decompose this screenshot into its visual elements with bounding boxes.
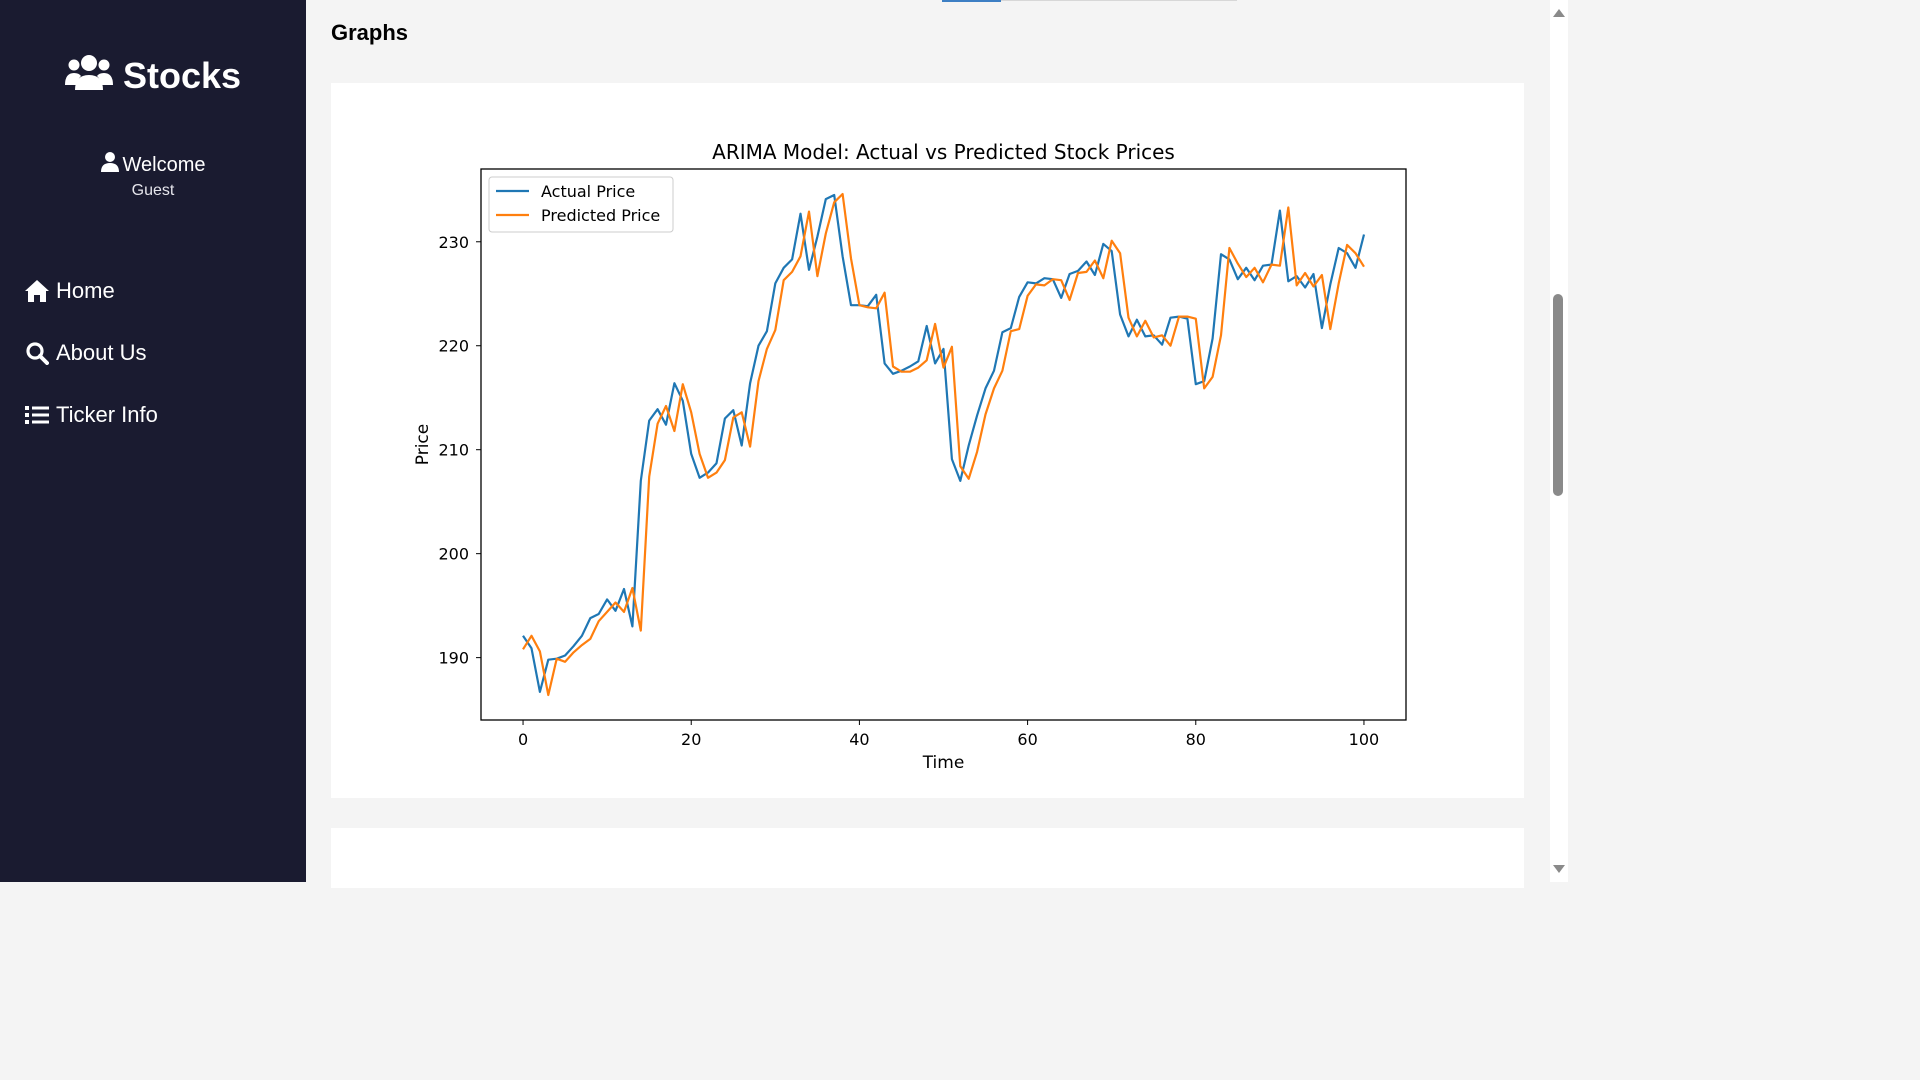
y-tick-label: 210: [438, 441, 469, 460]
legend-label: Actual Price: [541, 182, 635, 201]
brand[interactable]: Stocks: [0, 54, 306, 97]
plot-frame: [480, 168, 1407, 721]
y-tick-label: 190: [438, 649, 469, 668]
chart-title: ARIMA Model: Actual vs Predicted Stock P…: [712, 140, 1175, 164]
user-name: Guest: [131, 182, 175, 199]
legend-label: Predicted Price: [541, 206, 660, 225]
x-tick-label: 40: [849, 730, 869, 749]
main-content: Graphs ARIMA Model: Actual vs Predicted …: [306, 0, 1550, 888]
y-axis-label: Price: [413, 424, 433, 465]
x-tick-label: 80: [1186, 730, 1206, 749]
search-icon: [24, 340, 50, 366]
series-line-actual: [522, 193, 1366, 694]
section-title: Graphs: [331, 20, 409, 45]
top-divider: [1001, 0, 1237, 1]
scroll-down-arrow-icon[interactable]: [1553, 865, 1565, 873]
y-tick-label: 230: [438, 233, 469, 252]
x-tick-label: 20: [681, 730, 701, 749]
welcome-label: Welcome: [122, 153, 206, 176]
legend-box: [488, 176, 674, 233]
welcome-row: Welcome: [0, 152, 306, 178]
scroll-up-arrow-icon[interactable]: [1553, 9, 1565, 17]
user-block: Welcome Guest: [0, 152, 306, 200]
series-line-predicted: [522, 192, 1365, 697]
home-icon: [24, 278, 50, 304]
sidebar-nav: Home About Us Ti: [24, 276, 158, 462]
scroll-thumb[interactable]: [1553, 294, 1563, 496]
x-tick-label: 100: [1349, 730, 1380, 749]
chart-card: ARIMA Model: Actual vs Predicted Stock P…: [331, 83, 1524, 798]
nav-item-label: Ticker Info: [56, 402, 158, 427]
user-icon: [100, 152, 119, 178]
nav-item-label: About Us: [56, 340, 147, 365]
nav-item-home[interactable]: Home: [24, 276, 158, 306]
sidebar: Stocks Welcome Guest Home: [0, 0, 306, 882]
nav-item-ticker-info[interactable]: Ticker Info: [24, 400, 158, 430]
x-tick-label: 60: [1017, 730, 1037, 749]
x-tick-label: 0: [518, 730, 528, 749]
top-tab-indicator: [942, 0, 1001, 2]
chart: ARIMA Model: Actual vs Predicted Stock P…: [413, 140, 1407, 773]
nav-item-about-us[interactable]: About Us: [24, 338, 158, 368]
list-icon: [24, 402, 50, 428]
users-icon: [64, 54, 113, 97]
x-axis-label: Time: [922, 753, 965, 773]
y-tick-label: 220: [438, 337, 469, 356]
brand-title: Stocks: [122, 54, 242, 96]
y-tick-label: 200: [438, 545, 469, 564]
next-card: [331, 828, 1524, 888]
nav-item-label: Home: [56, 278, 115, 303]
